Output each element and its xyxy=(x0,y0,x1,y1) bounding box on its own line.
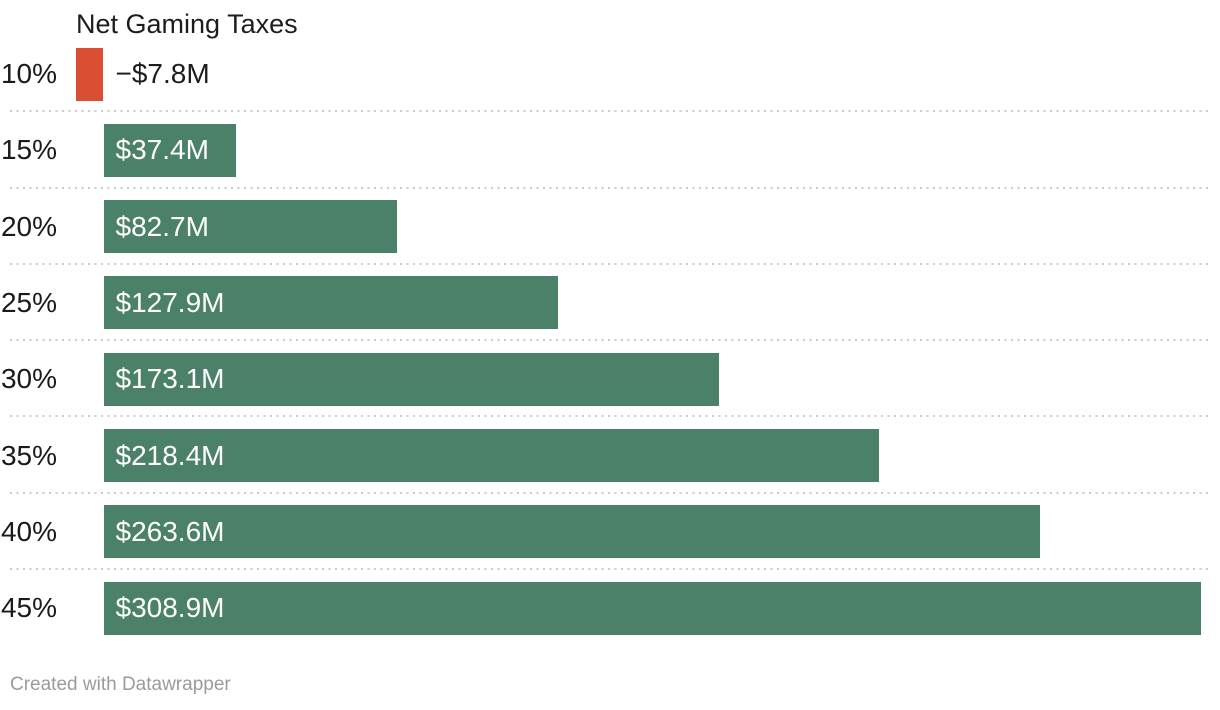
bar-row: 20% $82.7M xyxy=(0,189,1220,266)
category-label: 40% xyxy=(0,515,57,547)
positive-bar: $173.1M xyxy=(103,352,719,406)
bar-row: 35% $218.4M xyxy=(0,417,1220,495)
category-label: 45% xyxy=(0,592,57,624)
positive-bar: $37.4M xyxy=(103,123,237,177)
chart-title: Net Gaming Taxes xyxy=(76,9,298,39)
category-label: 15% xyxy=(0,134,57,166)
bar-value-label: $263.6M xyxy=(115,515,225,547)
category-label: 35% xyxy=(0,439,57,471)
positive-bar: $218.4M xyxy=(103,429,880,483)
bar-value-label: $218.4M xyxy=(115,439,225,471)
bar-row: 15% $37.4M xyxy=(0,112,1220,189)
bar-row: 30% $173.1M xyxy=(0,341,1220,418)
bar-value-label: $37.4M xyxy=(115,134,209,166)
bar-value-label: $173.1M xyxy=(115,363,225,395)
bar-row: 25% $127.9M xyxy=(0,265,1220,342)
category-label: 20% xyxy=(0,210,57,242)
positive-bar: $82.7M xyxy=(103,200,398,254)
positive-bar: $127.9M xyxy=(103,276,558,330)
positive-bar: $263.6M xyxy=(103,505,1041,559)
bar-row: 10% −$7.8M xyxy=(0,36,1220,113)
attribution-text: Created with Datawrapper xyxy=(10,674,231,695)
bar-value-label: $308.9M xyxy=(115,592,225,624)
negative-bar xyxy=(75,47,104,101)
bar-rows: 10% −$7.8M 15% $37.4M 20% $82.7M 25% $127.9M 30%… xyxy=(0,36,1220,646)
bar-value-label: $82.7M xyxy=(115,210,209,242)
bar-row: 45% $308.9M xyxy=(0,570,1220,646)
category-label: 30% xyxy=(0,363,57,395)
bar-value-label: −$7.8M xyxy=(115,58,210,90)
category-label: 25% xyxy=(0,287,57,319)
category-label: 10% xyxy=(0,58,57,90)
bar-row: 40% $263.6M xyxy=(0,494,1220,571)
positive-bar: $308.9M xyxy=(103,581,1202,635)
bar-value-label: $127.9M xyxy=(115,286,225,318)
